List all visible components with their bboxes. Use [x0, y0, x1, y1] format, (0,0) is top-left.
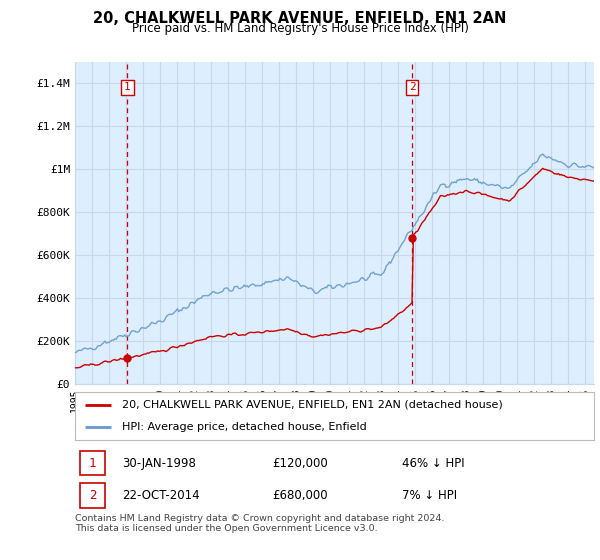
Text: £680,000: £680,000 [272, 489, 328, 502]
Text: 7% ↓ HPI: 7% ↓ HPI [402, 489, 457, 502]
Text: 20, CHALKWELL PARK AVENUE, ENFIELD, EN1 2AN: 20, CHALKWELL PARK AVENUE, ENFIELD, EN1 … [94, 11, 506, 26]
Text: 30-JAN-1998: 30-JAN-1998 [122, 457, 196, 470]
Text: £120,000: £120,000 [272, 457, 328, 470]
Text: 1: 1 [124, 82, 131, 92]
Text: 20, CHALKWELL PARK AVENUE, ENFIELD, EN1 2AN (detached house): 20, CHALKWELL PARK AVENUE, ENFIELD, EN1 … [122, 400, 502, 410]
Text: 1: 1 [89, 457, 97, 470]
Text: 22-OCT-2014: 22-OCT-2014 [122, 489, 199, 502]
Text: Price paid vs. HM Land Registry's House Price Index (HPI): Price paid vs. HM Land Registry's House … [131, 22, 469, 35]
Bar [80, 451, 105, 475]
Text: 2: 2 [409, 82, 415, 92]
Text: 2: 2 [89, 489, 97, 502]
Bar [80, 483, 105, 508]
Text: 46% ↓ HPI: 46% ↓ HPI [402, 457, 464, 470]
Text: HPI: Average price, detached house, Enfield: HPI: Average price, detached house, Enfi… [122, 422, 367, 432]
Text: Contains HM Land Registry data © Crown copyright and database right 2024.
This d: Contains HM Land Registry data © Crown c… [75, 514, 445, 534]
